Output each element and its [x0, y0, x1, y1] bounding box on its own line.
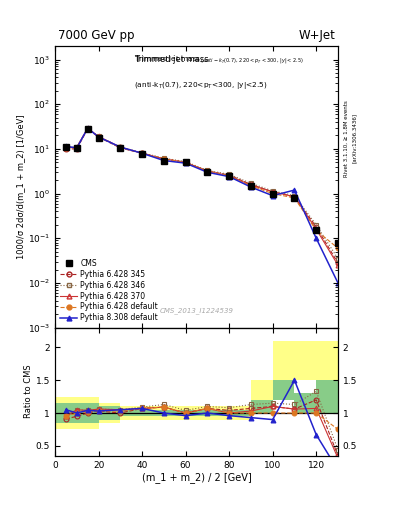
Text: (anti-k$_T$(0.7), 220<p$_T$<300, |y|<2.5): (anti-k$_T$(0.7), 220<p$_T$<300, |y|<2.5… [134, 80, 268, 91]
Text: Rivet 3.1.10, ≥ 1.8M events: Rivet 3.1.10, ≥ 1.8M events [344, 100, 349, 177]
Text: 7000 GeV pp: 7000 GeV pp [58, 29, 134, 42]
Text: Trimmed jet mass$_{\,(anti-k_{T}(0.7),\,220<p_{T}<300,\,|y|<2.5)}$: Trimmed jet mass$_{\,(anti-k_{T}(0.7),\,… [134, 55, 304, 67]
Text: CMS_2013_I1224539: CMS_2013_I1224539 [160, 307, 233, 313]
Text: Trimmed jet mass: Trimmed jet mass [134, 55, 209, 63]
Text: W+Jet: W+Jet [298, 29, 335, 42]
Y-axis label: Ratio to CMS: Ratio to CMS [24, 365, 33, 418]
X-axis label: (m_1 + m_2) / 2 [GeV]: (m_1 + m_2) / 2 [GeV] [141, 472, 252, 483]
Text: [arXiv:1306.3436]: [arXiv:1306.3436] [352, 113, 357, 163]
Y-axis label: 1000/σ 2dσ/d(m_1 + m_2) [1/GeV]: 1000/σ 2dσ/d(m_1 + m_2) [1/GeV] [16, 115, 25, 259]
Legend: CMS, Pythia 6.428 345, Pythia 6.428 346, Pythia 6.428 370, Pythia 6.428 default,: CMS, Pythia 6.428 345, Pythia 6.428 346,… [59, 257, 160, 324]
